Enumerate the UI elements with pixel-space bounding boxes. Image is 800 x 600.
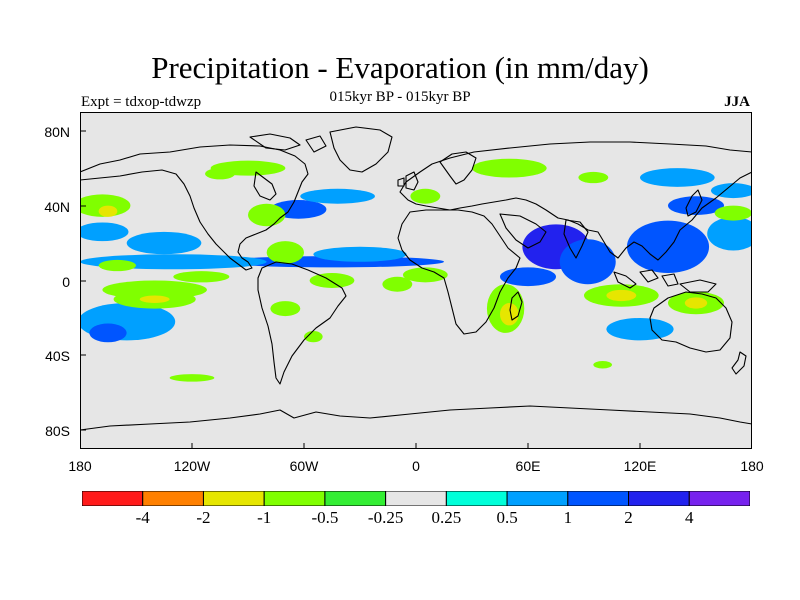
coast-japan (685, 189, 703, 217)
colorbar-label-8: 2 (624, 508, 633, 527)
season-label: JJA (724, 94, 750, 110)
anomaly-region-38 (410, 188, 441, 204)
coast-africa (397, 209, 521, 335)
coast-arabia (499, 213, 547, 249)
colorbar-box-4 (324, 491, 387, 506)
colorbar-label-5: 0.25 (431, 508, 462, 527)
colorbar-box-9 (628, 491, 690, 506)
anomaly-region-7 (668, 196, 724, 215)
anomaly-region-39 (205, 168, 235, 180)
anomaly-region-6 (626, 220, 710, 274)
anomaly-region-13 (126, 231, 202, 255)
coast-arctic-islands (249, 133, 327, 153)
anomaly-region-1 (313, 246, 407, 262)
colorbar-label-7: 1 (563, 508, 573, 527)
colorbar-box-6 (445, 491, 508, 506)
coastlines (80, 126, 752, 431)
anomaly-region-42 (98, 259, 136, 272)
chart-title: Precipitation - Evaporation (in mm/day) (151, 50, 649, 85)
colorbar-box-1 (142, 491, 204, 506)
coast-madagascar (509, 291, 523, 321)
anomaly-region-40 (578, 171, 609, 184)
anomaly-region-32 (80, 194, 131, 217)
coast-maritime-continent (613, 269, 717, 293)
anomaly-region-9 (707, 216, 752, 251)
colorbar-box-2 (202, 491, 265, 506)
map-plot (80, 112, 752, 449)
anomaly-region-44 (169, 374, 215, 382)
x-tick-60e: 60E (515, 458, 541, 474)
x-tick-180w: 180 (68, 458, 92, 474)
colorbar-label-3: -0.5 (311, 508, 339, 527)
anomaly-region-41 (270, 301, 301, 317)
anomaly-region-45 (304, 331, 323, 343)
anomaly-region-34 (714, 205, 752, 221)
anomaly-region-35 (248, 203, 286, 227)
y-tick-40n: 40N (44, 199, 70, 215)
colorbar-label-9: 4 (685, 508, 694, 527)
colorbar-label-2: -1 (257, 508, 272, 527)
colorbar-label-6: 0.5 (496, 508, 518, 527)
coast-antarctica (80, 405, 752, 431)
anomaly-region-18 (266, 241, 304, 264)
anomaly-region-33 (98, 205, 118, 217)
coast-eurasia (399, 141, 752, 261)
coast-australia (649, 291, 733, 353)
coast-north-america (80, 144, 309, 271)
coast-scandinavia (439, 151, 477, 185)
anomaly-region-25 (500, 302, 519, 326)
map-tick-marks (80, 130, 641, 449)
colorbar-box-7 (506, 491, 569, 506)
y-tick-80n: 80N (44, 124, 70, 140)
coast-british-isles (397, 171, 419, 191)
coast-hudson-bay (253, 171, 277, 201)
x-tick-180e: 180 (740, 458, 764, 474)
x-tick-120e: 120E (623, 458, 657, 474)
anomaly-region-22 (382, 276, 413, 292)
experiment-label: Expt = tdxop-tdwzp (81, 94, 202, 110)
coast-new-zealand (731, 351, 747, 375)
chart-subtitle: 015kyr BP - 015kyr BP (329, 89, 471, 105)
colorbar-label-0: -4 (135, 508, 150, 527)
anomaly-region-23 (402, 267, 448, 283)
anomaly-region-4 (559, 239, 616, 285)
colorbar (82, 491, 750, 506)
anomaly-region-29 (684, 297, 708, 309)
colorbar-box-5 (385, 491, 447, 506)
anomaly-region-20 (173, 271, 230, 283)
colorbar-box-8 (567, 491, 630, 506)
colorbar-box-3 (263, 491, 326, 506)
coast-south-america (257, 261, 347, 385)
anomaly-region-43 (593, 361, 613, 369)
anomaly-region-16 (606, 317, 674, 341)
y-tick-0: 0 (62, 274, 70, 290)
anomaly-region-17 (640, 168, 715, 187)
colorbar-box-0 (82, 491, 144, 506)
coast-india (563, 219, 589, 259)
anomaly-region-27 (606, 289, 637, 302)
anomaly-region-11 (300, 188, 375, 204)
colorbar-box-10 (688, 491, 750, 506)
coast-greenland (329, 126, 393, 173)
anomaly-region-5 (500, 267, 556, 287)
anomaly-region-21 (309, 273, 355, 288)
anomaly-region-15 (89, 323, 127, 343)
y-tick-40s: 40S (45, 348, 70, 364)
anomaly-region-31 (139, 295, 170, 303)
x-tick-60w: 60W (289, 458, 319, 474)
colorbar-label-4: -0.25 (367, 508, 404, 527)
y-tick-80s: 80S (45, 423, 70, 439)
x-tick-120w: 120W (173, 458, 211, 474)
colorbar-label-1: -2 (196, 508, 211, 527)
anomaly-region-12 (80, 222, 129, 242)
anomaly-region-37 (472, 158, 547, 178)
x-tick-0: 0 (412, 458, 420, 474)
